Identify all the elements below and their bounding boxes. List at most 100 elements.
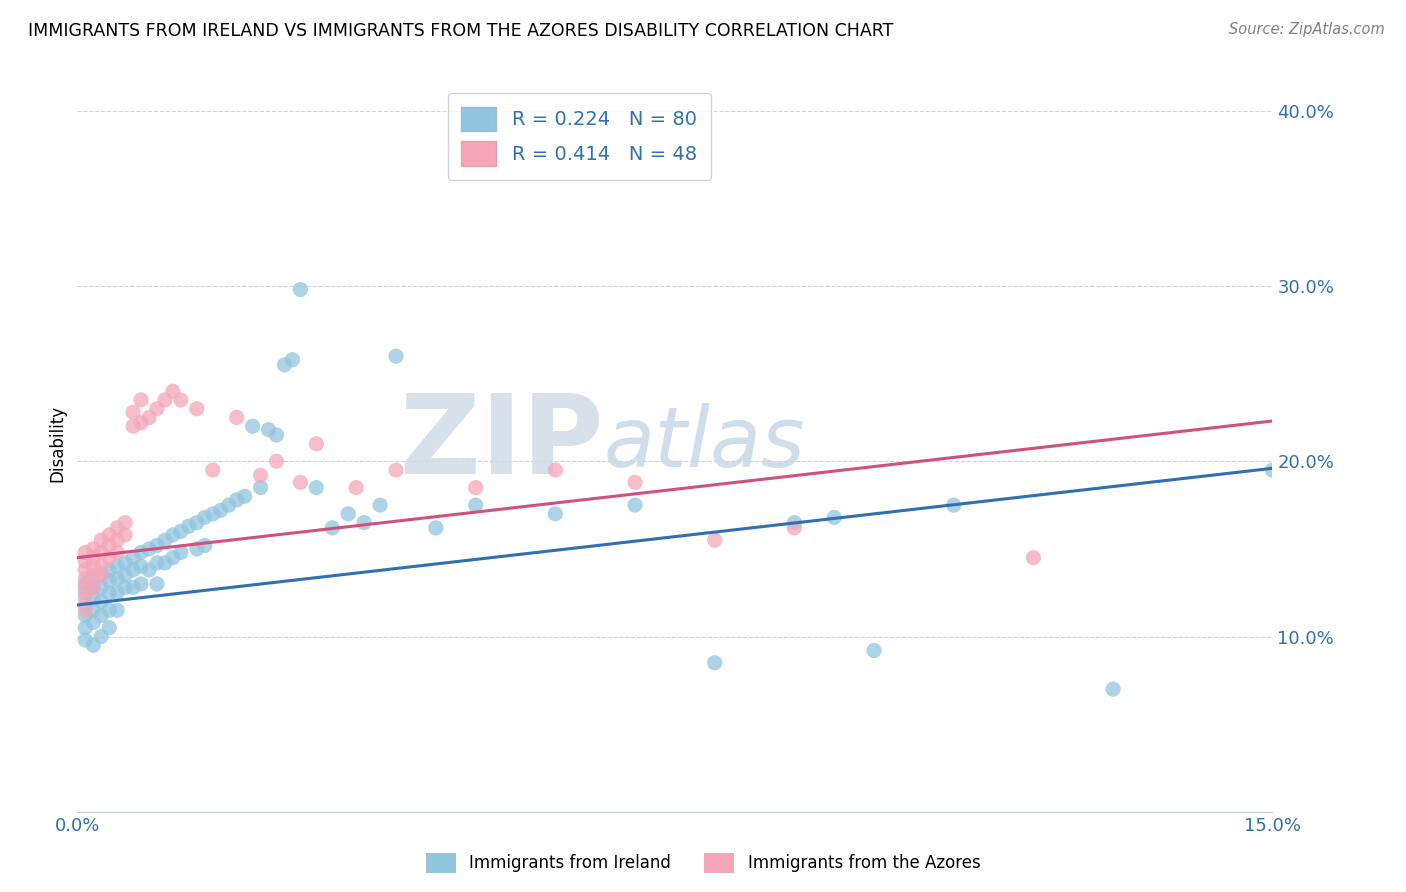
Point bbox=[1022, 550, 1045, 565]
Point bbox=[114, 568, 136, 582]
Point bbox=[98, 621, 121, 635]
Point bbox=[146, 401, 169, 416]
Point bbox=[82, 574, 104, 588]
Point bbox=[249, 481, 271, 495]
Point bbox=[114, 556, 136, 570]
Point bbox=[75, 563, 97, 577]
Point bbox=[75, 621, 97, 635]
Point bbox=[344, 481, 367, 495]
Point bbox=[273, 358, 295, 372]
Point bbox=[82, 550, 104, 565]
Point bbox=[783, 521, 806, 535]
Point bbox=[425, 521, 447, 535]
Y-axis label: Disability: Disability bbox=[48, 405, 66, 483]
Legend: Immigrants from Ireland, Immigrants from the Azores: Immigrants from Ireland, Immigrants from… bbox=[419, 847, 987, 880]
Point bbox=[129, 559, 152, 574]
Point bbox=[201, 463, 224, 477]
Point bbox=[544, 463, 567, 477]
Point bbox=[153, 533, 176, 548]
Point bbox=[225, 492, 247, 507]
Text: IMMIGRANTS FROM IRELAND VS IMMIGRANTS FROM THE AZORES DISABILITY CORRELATION CHA: IMMIGRANTS FROM IRELAND VS IMMIGRANTS FR… bbox=[28, 22, 893, 40]
Point bbox=[290, 475, 312, 490]
Point bbox=[75, 608, 97, 623]
Point bbox=[82, 603, 104, 617]
Point bbox=[337, 507, 360, 521]
Point bbox=[194, 538, 217, 552]
Point bbox=[218, 498, 240, 512]
Point bbox=[368, 498, 391, 512]
Text: Source: ZipAtlas.com: Source: ZipAtlas.com bbox=[1229, 22, 1385, 37]
Point bbox=[703, 533, 725, 548]
Point bbox=[385, 349, 408, 363]
Point bbox=[75, 554, 97, 568]
Point bbox=[129, 545, 152, 559]
Point bbox=[122, 563, 145, 577]
Point bbox=[90, 581, 112, 595]
Point bbox=[98, 585, 121, 599]
Point bbox=[863, 643, 886, 657]
Point bbox=[146, 577, 169, 591]
Point bbox=[823, 510, 845, 524]
Point bbox=[105, 533, 128, 548]
Point bbox=[170, 524, 193, 539]
Point bbox=[257, 423, 280, 437]
Point bbox=[82, 591, 104, 605]
Legend: R = 0.224   N = 80, R = 0.414   N = 48: R = 0.224 N = 80, R = 0.414 N = 48 bbox=[449, 93, 710, 180]
Point bbox=[105, 603, 128, 617]
Point bbox=[464, 498, 486, 512]
Point bbox=[82, 541, 104, 556]
Point bbox=[114, 516, 136, 530]
Point bbox=[90, 568, 112, 582]
Point bbox=[82, 581, 104, 595]
Point bbox=[266, 428, 288, 442]
Point bbox=[162, 550, 184, 565]
Point bbox=[138, 410, 160, 425]
Point bbox=[75, 545, 97, 559]
Point bbox=[98, 603, 121, 617]
Point bbox=[146, 538, 169, 552]
Text: atlas: atlas bbox=[603, 403, 804, 484]
Point bbox=[194, 510, 217, 524]
Point bbox=[703, 656, 725, 670]
Point bbox=[129, 416, 152, 430]
Point bbox=[146, 556, 169, 570]
Point bbox=[75, 585, 97, 599]
Point bbox=[98, 528, 121, 542]
Point bbox=[162, 384, 184, 399]
Point bbox=[305, 481, 328, 495]
Point bbox=[75, 577, 97, 591]
Point bbox=[75, 572, 97, 586]
Point bbox=[305, 436, 328, 450]
Point bbox=[186, 541, 208, 556]
Point bbox=[98, 574, 121, 588]
Point bbox=[90, 608, 112, 623]
Point bbox=[170, 392, 193, 407]
Point bbox=[75, 591, 97, 605]
Point bbox=[90, 545, 112, 559]
Point bbox=[544, 507, 567, 521]
Point bbox=[114, 581, 136, 595]
Point bbox=[353, 516, 375, 530]
Point bbox=[138, 541, 160, 556]
Point bbox=[82, 581, 104, 595]
Point bbox=[98, 563, 121, 577]
Point bbox=[75, 581, 97, 595]
Point bbox=[75, 598, 97, 612]
Point bbox=[783, 516, 806, 530]
Text: ZIP: ZIP bbox=[399, 391, 603, 497]
Point bbox=[90, 630, 112, 644]
Point bbox=[153, 392, 176, 407]
Point bbox=[464, 481, 486, 495]
Point bbox=[321, 521, 343, 535]
Point bbox=[122, 550, 145, 565]
Point bbox=[177, 519, 200, 533]
Point bbox=[82, 559, 104, 574]
Point bbox=[186, 516, 208, 530]
Point bbox=[82, 615, 104, 630]
Point bbox=[290, 283, 312, 297]
Point bbox=[75, 633, 97, 648]
Point bbox=[266, 454, 288, 468]
Point bbox=[233, 489, 256, 503]
Point bbox=[129, 392, 152, 407]
Point bbox=[122, 419, 145, 434]
